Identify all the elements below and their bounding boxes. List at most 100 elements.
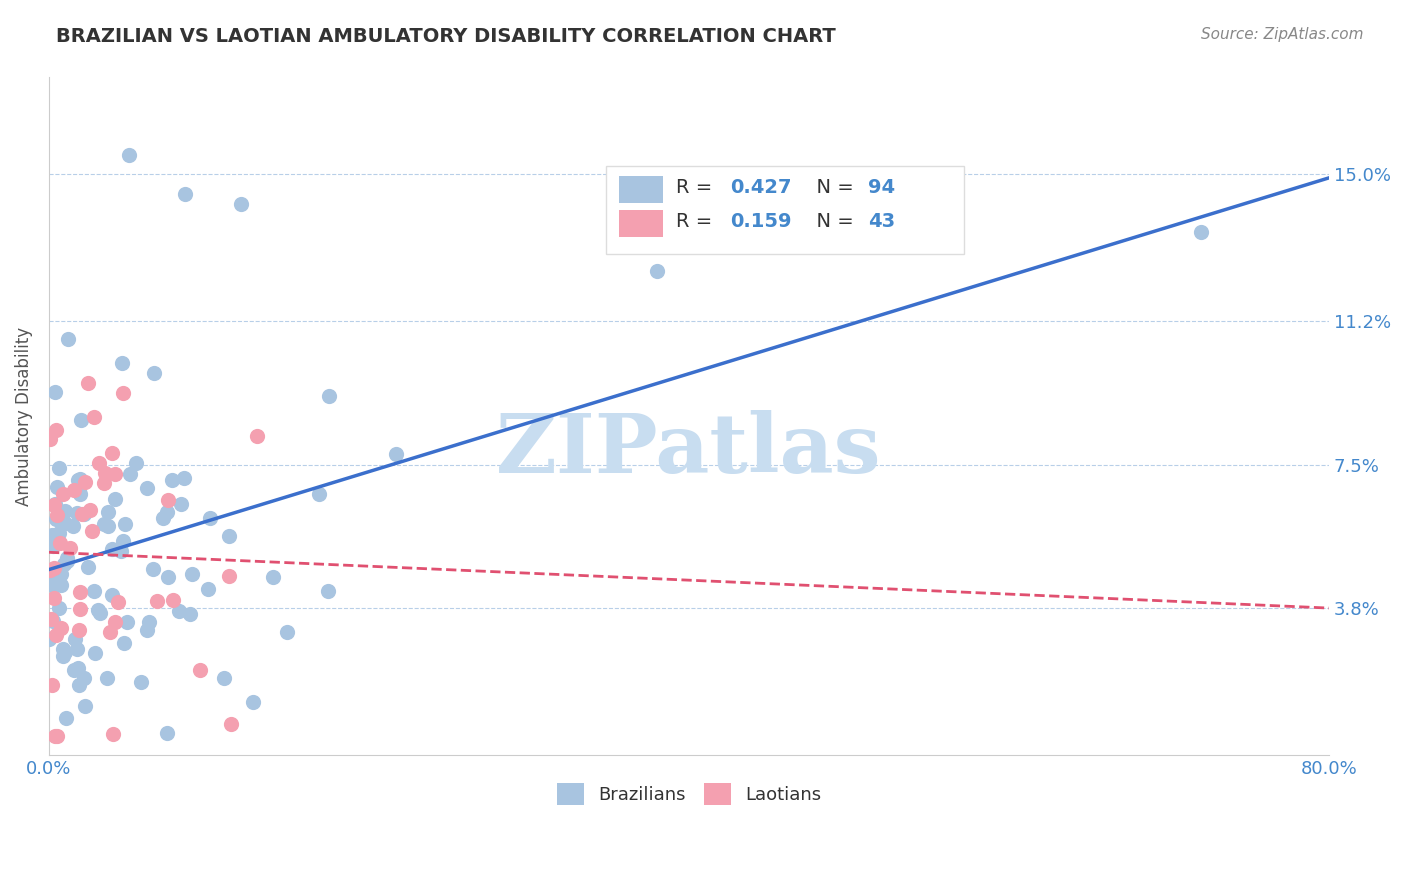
Point: [56, 551, 79, 566]
Point: [142, 562, 165, 576]
Point: [70, 412, 93, 426]
Point: [45, 628, 67, 642]
Point: [48, 460, 70, 475]
Text: 0.159: 0.159: [730, 211, 792, 230]
Point: [79, 503, 101, 517]
Point: [101, 445, 124, 459]
Point: [94, 467, 117, 481]
Point: [89, 456, 111, 470]
Point: [384, 446, 406, 460]
Point: [262, 570, 284, 584]
Point: [93, 517, 115, 532]
Point: [44, 497, 66, 511]
FancyBboxPatch shape: [619, 176, 664, 202]
Point: [73, 672, 96, 686]
Point: [82, 524, 104, 538]
Point: [170, 497, 193, 511]
Point: [53, 504, 76, 518]
Point: [157, 492, 180, 507]
Point: [96, 671, 118, 685]
Point: [129, 675, 152, 690]
Point: [118, 148, 141, 162]
Text: Source: ZipAtlas.com: Source: ZipAtlas.com: [1201, 27, 1364, 42]
Point: [67, 483, 90, 498]
Point: [111, 386, 134, 401]
Point: [45, 423, 67, 437]
Point: [55, 554, 77, 568]
Point: [229, 197, 252, 211]
Point: [180, 567, 202, 582]
Point: [45, 512, 67, 526]
Text: ZIPatlas: ZIPatlas: [496, 410, 882, 490]
Point: [70, 507, 93, 521]
Point: [218, 569, 240, 583]
Point: [67, 678, 90, 692]
Legend: Brazilians, Laotians: Brazilians, Laotians: [547, 773, 831, 814]
Point: [1189, 225, 1212, 239]
Point: [46, 729, 69, 743]
Point: [104, 492, 127, 507]
Point: [69, 602, 91, 616]
Point: [51, 642, 73, 657]
Point: [55, 711, 77, 725]
Point: [110, 543, 132, 558]
Point: [42, 498, 65, 512]
Point: [308, 486, 330, 500]
Point: [115, 615, 138, 629]
Point: [100, 541, 122, 556]
Text: R =: R =: [676, 178, 718, 197]
Point: [318, 388, 340, 402]
Point: [318, 583, 340, 598]
Text: 94: 94: [868, 178, 896, 197]
Point: [97, 519, 120, 533]
Point: [42, 591, 65, 606]
Point: [39, 612, 62, 626]
Point: [62, 518, 84, 533]
Point: [51, 648, 73, 663]
Point: [73, 507, 96, 521]
Point: [93, 475, 115, 490]
Point: [41, 614, 63, 628]
Point: [167, 604, 190, 618]
Point: [84, 646, 107, 660]
Point: [77, 376, 100, 390]
Point: [146, 594, 169, 608]
Point: [98, 624, 121, 639]
Point: [83, 583, 105, 598]
Point: [276, 624, 298, 639]
Point: [246, 428, 269, 442]
Point: [39, 432, 62, 446]
Point: [156, 505, 179, 519]
Text: N =: N =: [804, 211, 860, 230]
Point: [83, 409, 105, 424]
Point: [188, 663, 211, 677]
Point: [39, 572, 62, 586]
Point: [138, 615, 160, 629]
Point: [42, 539, 65, 553]
Point: [152, 511, 174, 525]
Point: [46, 480, 69, 494]
Point: [89, 606, 111, 620]
Point: [198, 510, 221, 524]
Point: [53, 645, 76, 659]
Point: [156, 726, 179, 740]
Point: [142, 367, 165, 381]
Point: [69, 585, 91, 599]
Point: [75, 475, 97, 489]
Point: [49, 577, 72, 591]
Point: [67, 473, 90, 487]
Point: [157, 570, 180, 584]
Point: [101, 588, 124, 602]
Point: [41, 678, 63, 692]
Point: [42, 579, 65, 593]
Point: [42, 560, 65, 574]
Point: [44, 567, 66, 582]
Point: [242, 695, 264, 709]
Point: [112, 635, 135, 649]
Point: [62, 483, 84, 497]
Point: [69, 487, 91, 501]
Point: [56, 332, 79, 346]
Point: [52, 487, 75, 501]
Point: [104, 615, 127, 629]
Point: [69, 472, 91, 486]
